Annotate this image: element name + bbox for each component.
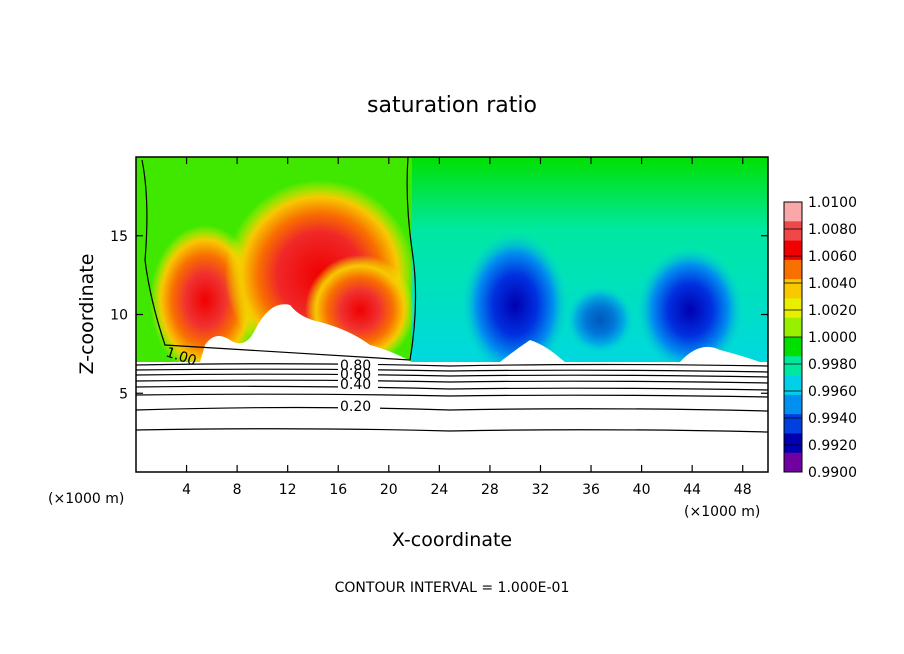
- colorbar: 1.0100 1.0080 1.0060 1.0040 1.0020 1.0000 0.99…: [783, 195, 857, 481]
- colorbar-label: 0.9920: [808, 438, 857, 454]
- x-tick-label: 16: [329, 482, 347, 498]
- colorbar-swatch: [784, 317, 802, 338]
- colorbar-label: 1.0080: [808, 222, 857, 238]
- x-tick-label: 24: [430, 482, 448, 498]
- x-tick-label: 8: [233, 482, 242, 498]
- colorbar-label: 0.9900: [808, 465, 857, 481]
- colorbar-swatch: [784, 279, 802, 299]
- chart-title: saturation ratio: [367, 93, 537, 118]
- y-tick-label: 15: [110, 229, 128, 245]
- contour-line-0-60: [135, 373, 769, 378]
- contour-line-0-70: [135, 368, 769, 373]
- colorbar-label: 0.9980: [808, 357, 857, 373]
- cloud-base-white-2: [500, 340, 565, 362]
- colorbar-label: 1.0000: [808, 330, 857, 346]
- contour-line-0-80: [135, 363, 769, 367]
- colorbar-swatch: [784, 375, 802, 396]
- plot-field: [136, 157, 768, 472]
- cloud-base-white-3: [680, 346, 760, 362]
- colorbar-swatch: [784, 452, 802, 473]
- colorbar-swatch: [784, 240, 802, 261]
- y-ticks: 5 10 15: [110, 229, 768, 402]
- colorbar-swatch: [784, 337, 802, 357]
- colorbar-label: 1.0100: [808, 195, 857, 211]
- x-tick-label: 32: [532, 482, 550, 498]
- contour-line-1-00: [141, 156, 417, 361]
- contour-line-0-50: [135, 379, 769, 384]
- colorbar-label: 1.0040: [808, 276, 857, 292]
- y-tick-label: 10: [110, 308, 128, 324]
- x-tick-label: 4: [182, 482, 191, 498]
- contour-label-0-80: 0.80: [340, 358, 371, 374]
- lower-region: [136, 362, 768, 472]
- colorbar-swatch: [784, 259, 802, 280]
- contour-interval: CONTOUR INTERVAL = 1.000E-01: [335, 580, 570, 596]
- colorbar-swatch: [784, 221, 802, 242]
- contour-lines: [135, 156, 769, 433]
- colorbar-swatch: [784, 356, 802, 377]
- x-tick-label: 44: [683, 482, 701, 498]
- colorbar-swatch: [784, 298, 802, 319]
- x-unit-left: (×1000 m): [48, 491, 124, 507]
- x-tick-label: 20: [380, 482, 398, 498]
- x-tick-label: 36: [582, 482, 600, 498]
- y-axis-label: Z-coordinate: [76, 254, 98, 375]
- colorbar-swatch: [784, 202, 802, 222]
- x-tick-label: 12: [279, 482, 297, 498]
- colorbar-label: 1.0020: [808, 303, 857, 319]
- contour-line-0-30: [135, 393, 769, 398]
- x-unit-right: (×1000 m): [684, 504, 760, 520]
- x-ticks: 4 8 12 16 20 24 28 32 36 40 44 48: [182, 157, 752, 498]
- x-axis-label: X-coordinate: [392, 529, 512, 551]
- x-tick-label: 28: [481, 482, 499, 498]
- colorbar-swatch: [784, 394, 802, 415]
- x-tick-label: 48: [734, 482, 752, 498]
- contour-line-0-10: [135, 428, 769, 433]
- colorbar-swatch: [784, 433, 802, 454]
- cool-plume-3: [565, 285, 635, 355]
- contour-label-0-60: 0.60: [340, 367, 371, 383]
- colorbar-label: 1.0060: [808, 249, 857, 265]
- contour-label-bg: [338, 359, 378, 391]
- colorbar-label: 0.9940: [808, 411, 857, 427]
- colorbar-swatch: [784, 414, 802, 434]
- x-tick-label: 40: [633, 482, 651, 498]
- contour-label-bg-2: [338, 398, 380, 413]
- contour-label-0-40: 0.40: [340, 377, 371, 393]
- colorbar-label: 0.9960: [808, 384, 857, 400]
- contour-line-0-40: [135, 385, 769, 391]
- y-tick-label: 5: [119, 386, 128, 402]
- cool-plume-1: [460, 230, 570, 380]
- contour-label-0-20: 0.20: [340, 399, 371, 415]
- contour-line-0-20: [135, 406, 769, 412]
- cool-plume-2: [635, 245, 745, 375]
- cloud-base-white: [200, 304, 412, 362]
